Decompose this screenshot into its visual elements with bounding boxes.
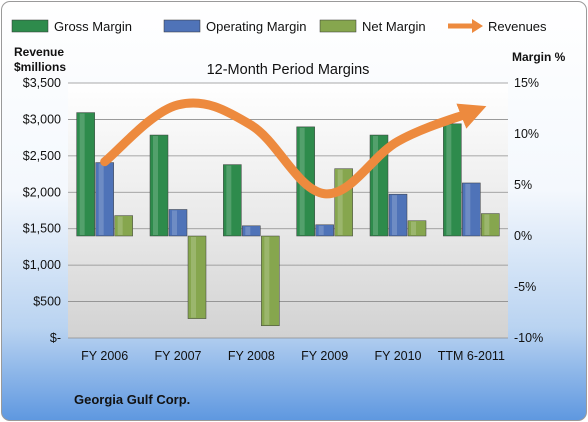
left-axis-unit: $millions — [14, 60, 66, 74]
net-margin-bar-highlight — [191, 237, 196, 318]
operating-margin-bar-highlight — [172, 210, 177, 235]
operating-margin-bar-highlight — [98, 163, 104, 235]
operating-margin-bar-highlight — [465, 183, 471, 235]
net-margin-bar-highlight — [337, 169, 343, 235]
operating-margin-bar-highlight — [392, 195, 397, 235]
gross-margin-bar-highlight — [79, 113, 85, 235]
net-margin-bar — [481, 213, 500, 237]
gross-margin-bar — [149, 134, 169, 237]
x-tick-label: FY 2008 — [228, 349, 275, 363]
net-margin-bar-highlight — [264, 237, 270, 325]
net-margin-bar — [261, 235, 280, 327]
legend-operating-margin-label: Operating Margin — [206, 19, 306, 34]
chart-legend: Gross Margin Operating Margin Net Margin Re… — [11, 19, 547, 34]
x-tick-label: FY 2006 — [81, 349, 128, 363]
gross-margin-bar-highlight — [153, 136, 158, 235]
net-margin-bar-highlight — [411, 221, 416, 235]
net-margin-bar — [407, 220, 427, 237]
legend-gross-margin-swatch — [11, 19, 49, 33]
left-tick-label: $500 — [33, 295, 61, 309]
right-tick-label: 5% — [514, 178, 532, 192]
legend-operating-margin-swatch — [163, 19, 201, 33]
right-axis-title: Margin % — [512, 50, 566, 64]
left-tick-label: $3,500 — [23, 76, 61, 90]
left-tick-label: $2,500 — [23, 149, 61, 163]
gross-margin-bar-highlight — [226, 165, 232, 235]
left-tick-label: $1,500 — [23, 222, 61, 236]
operating-margin-bar-highlight — [318, 225, 324, 235]
x-tick-label: FY 2010 — [374, 349, 421, 363]
left-tick-label: $2,000 — [23, 185, 61, 199]
operating-margin-bar — [242, 225, 261, 237]
company-name: Georgia Gulf Corp. — [74, 392, 190, 407]
operating-margin-bar — [388, 193, 408, 237]
net-margin-bar — [114, 215, 133, 237]
left-tick-label: $- — [50, 331, 61, 345]
right-tick-label: 0% — [514, 229, 532, 243]
right-axis-ticks: -10% -5% 0% 5% 10% 15% — [514, 76, 543, 345]
left-axis-ticks: $- $500 $1,000 $1,500 $2,000 $2,500 $3,000 $3,5… — [23, 76, 61, 345]
x-axis-ticks: FY 2006 FY 2007 FY 2008 FY 2009 FY 2010 TTM 6… — [81, 349, 505, 363]
operating-margin-bar — [315, 224, 334, 237]
net-margin-bar-highlight — [117, 216, 123, 235]
left-tick-label: $1,000 — [23, 258, 61, 272]
legend-net-margin-label: Net Margin — [362, 19, 426, 34]
right-tick-label: 15% — [514, 76, 539, 90]
gross-margin-bar-highlight — [373, 136, 378, 235]
gross-margin-bar — [76, 112, 95, 237]
gross-margin-bar-highlight — [446, 124, 452, 235]
net-margin-bar-highlight — [484, 214, 490, 235]
legend-net-margin-swatch — [319, 19, 357, 33]
x-tick-label: FY 2009 — [301, 349, 348, 363]
gross-margin-bar — [443, 123, 462, 237]
gross-margin-bar — [223, 164, 242, 237]
revenue-line — [100, 98, 487, 199]
left-axis-title: Revenue — [14, 45, 64, 59]
right-tick-label: -10% — [514, 331, 543, 345]
legend-revenues-arrow — [472, 19, 483, 33]
left-tick-label: $3,000 — [23, 112, 61, 126]
net-margin-bar — [187, 235, 207, 319]
right-tick-label: -5% — [514, 280, 536, 294]
operating-margin-bar — [95, 162, 114, 237]
legend-revenues-label: Revenues — [488, 19, 547, 34]
x-tick-label: FY 2007 — [154, 349, 201, 363]
chart-title: 12-Month Period Margins — [207, 62, 370, 78]
legend-gross-margin-label: Gross Margin — [54, 19, 132, 34]
operating-margin-bar — [462, 182, 481, 237]
operating-margin-bar-highlight — [245, 226, 251, 235]
revenues-line — [100, 98, 487, 199]
gridlines — [68, 82, 508, 339]
x-tick-label: TTM 6-2011 — [438, 349, 505, 363]
right-tick-label: 10% — [514, 127, 539, 141]
operating-margin-bar — [168, 209, 188, 237]
